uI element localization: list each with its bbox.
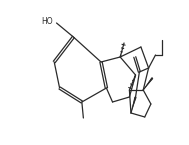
Polygon shape [143, 77, 153, 90]
Polygon shape [131, 97, 137, 113]
Text: HO: HO [41, 17, 53, 26]
